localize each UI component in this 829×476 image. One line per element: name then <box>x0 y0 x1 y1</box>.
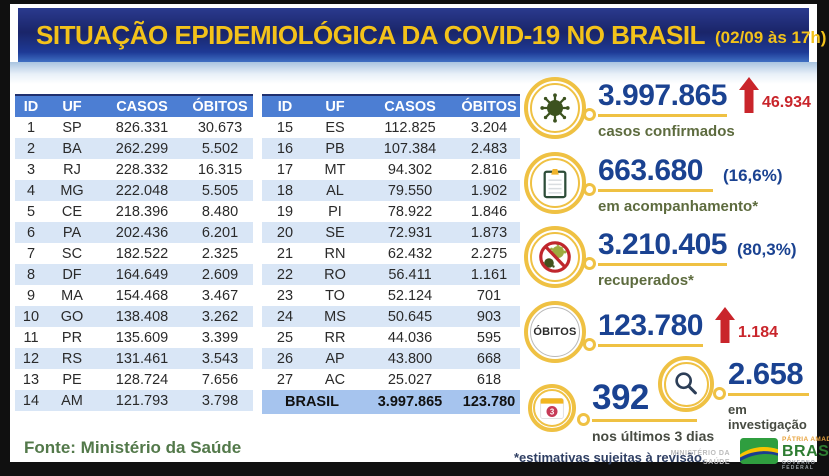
table-row: 12 RS 131.461 3.543 <box>15 348 253 369</box>
header-datetime: (02/09 às 17h) <box>714 27 827 47</box>
up-arrow-icon <box>714 307 735 343</box>
calendar-day-number: 3 <box>550 407 555 416</box>
brazil-flag-icon <box>740 438 778 469</box>
monitoring-label: em acompanhamento* <box>598 198 759 215</box>
table-row: 7 SC 182.522 2.325 <box>26 245 239 262</box>
table-row: 19 PI 78.922 1.846 <box>276 203 508 220</box>
government-brand: PÁTRIA AMADA BRASIL GOVERNO FEDERAL <box>740 436 829 471</box>
table-header-row: ID UF CASOS ÓBITOS <box>15 94 253 117</box>
brand-bottom-label: GOVERNO FEDERAL <box>782 459 816 471</box>
col-header-casos: CASOS <box>97 94 187 117</box>
stat-investigation: 2.658 em investigação <box>658 356 817 432</box>
table-header-row: ID UF CASOS ÓBITOS <box>262 94 520 117</box>
table-row: 22 RO 56.411 1.161 <box>262 264 520 285</box>
obitos-badge: ÓBITOS <box>524 301 586 363</box>
table-row: 11 PR 135.609 3.399 <box>23 329 239 346</box>
table-row: 20 SE 72.931 1.873 <box>262 222 520 243</box>
table-row: 14 AM 121.793 3.798 <box>15 390 253 411</box>
stat-monitoring: 663.680 (16,6%) em acompanhamento* <box>524 152 782 215</box>
table-row: 2 BA 262.299 5.502 <box>15 138 253 159</box>
stat-recovered: 3.210.405 (80,3%) recuperados* <box>524 226 797 289</box>
last-3-days-value: 392 <box>592 378 649 417</box>
no-virus-icon <box>524 226 586 288</box>
stat-deaths: ÓBITOS 123.780 1.184 <box>524 301 778 363</box>
col-header-obitos: ÓBITOS <box>458 94 520 117</box>
up-arrow-icon <box>738 77 759 113</box>
col-header-id: ID <box>15 94 47 117</box>
recovered-percent: (80,3%) <box>736 240 797 259</box>
table-row: 9 MA 154.468 3.467 <box>26 287 239 304</box>
table-row: 1 SP 826.331 30.673 <box>26 119 243 136</box>
states-table-right: ID UF CASOS ÓBITOS 15 ES 112.825 3.204 16 PB 1… <box>262 94 520 414</box>
total-casos: 3.997.865 <box>362 390 458 414</box>
confirmed-label: casos confirmados <box>598 123 735 140</box>
virus-icon <box>524 77 586 139</box>
last-3-days-label: nos últimos 3 dias <box>592 428 715 444</box>
recovered-value: 3.210.405 <box>598 228 727 261</box>
table-row: 6 PA 202.436 6.201 <box>15 222 253 243</box>
monitoring-percent: (16,6%) <box>722 166 783 185</box>
states-table-left: ID UF CASOS ÓBITOS 1 SP 826.331 30.673 2 BA 26… <box>15 94 253 411</box>
table-row: 18 AL 79.550 1.902 <box>262 180 520 201</box>
header-fade-strip <box>10 62 817 84</box>
page-title: SITUAÇÃO EPIDEMIOLÓGICA DA COVID-19 NO B… <box>36 19 705 50</box>
source-text: Fonte: Ministério da Saúde <box>24 438 242 457</box>
investigation-value: 2.658 <box>728 356 804 391</box>
table-row: 17 MT 94.302 2.816 <box>276 161 508 178</box>
col-header-casos: CASOS <box>362 94 458 117</box>
ministry-watermark: MINISTÉRIO DA SAÚDE <box>670 450 730 467</box>
stat-last-3-days: 3 392 nos últimos 3 dias <box>528 378 715 444</box>
obitos-badge-label: ÓBITOS <box>533 326 577 338</box>
confirmed-delta: 46.934 <box>761 94 811 111</box>
table-row: 23 TO 52.124 701 <box>276 287 502 304</box>
table-row: 25 RR 44.036 595 <box>276 329 502 346</box>
investigation-label: em investigação <box>728 402 807 432</box>
col-header-obitos: ÓBITOS <box>187 94 253 117</box>
table-row: 15 ES 112.825 3.204 <box>276 119 508 136</box>
col-header-uf: UF <box>47 94 97 117</box>
magnifier-icon <box>658 356 714 412</box>
table-row: 5 CE 218.396 8.480 <box>26 203 239 220</box>
table-row: 16 PB 107.384 2.483 <box>262 138 520 159</box>
table-row: 3 RJ 228.332 16.315 <box>26 161 243 178</box>
brand-name-label: BRASIL <box>782 442 829 460</box>
confirmed-value: 3.997.865 <box>598 79 727 112</box>
clipboard-icon <box>524 152 586 214</box>
infographic-content: SITUAÇÃO EPIDEMIOLÓGICA DA COVID-19 NO B… <box>10 4 829 470</box>
brasil-total-row: BRASIL 3.997.865 123.780 <box>262 390 520 414</box>
deaths-delta: 1.184 <box>737 324 778 341</box>
total-obitos: 123.780 <box>458 390 520 414</box>
footnote-text: *estimativas sujeitas à revisão. <box>514 450 706 465</box>
calendar-icon: 3 <box>528 384 576 432</box>
col-header-uf: UF <box>308 94 362 117</box>
table-row: 26 AP 43.800 668 <box>262 348 520 369</box>
table-row: 21 RN 62.432 2.275 <box>276 245 508 262</box>
col-header-id: ID <box>262 94 308 117</box>
table-row: 13 PE 128.724 7.656 <box>22 371 239 388</box>
table-row: 24 MS 50.645 903 <box>262 306 520 327</box>
total-label: BRASIL <box>262 390 362 414</box>
table-row: 8 DF 164.649 2.609 <box>15 264 253 285</box>
deaths-value: 123.780 <box>598 309 703 342</box>
table-row: 27 AC 25.027 618 <box>276 371 502 388</box>
brand-top-label: PÁTRIA AMADA <box>782 436 829 443</box>
table-row: 10 GO 138.408 3.262 <box>15 306 253 327</box>
stat-confirmed-cases: 3.997.865 46.934 casos confirmados <box>524 77 811 140</box>
table-row: 4 MG 222.048 5.505 <box>15 180 253 201</box>
header-bar: SITUAÇÃO EPIDEMIOLÓGICA DA COVID-19 NO B… <box>18 8 826 62</box>
monitoring-value: 663.680 <box>598 154 703 187</box>
recovered-label: recuperados* <box>598 272 694 289</box>
